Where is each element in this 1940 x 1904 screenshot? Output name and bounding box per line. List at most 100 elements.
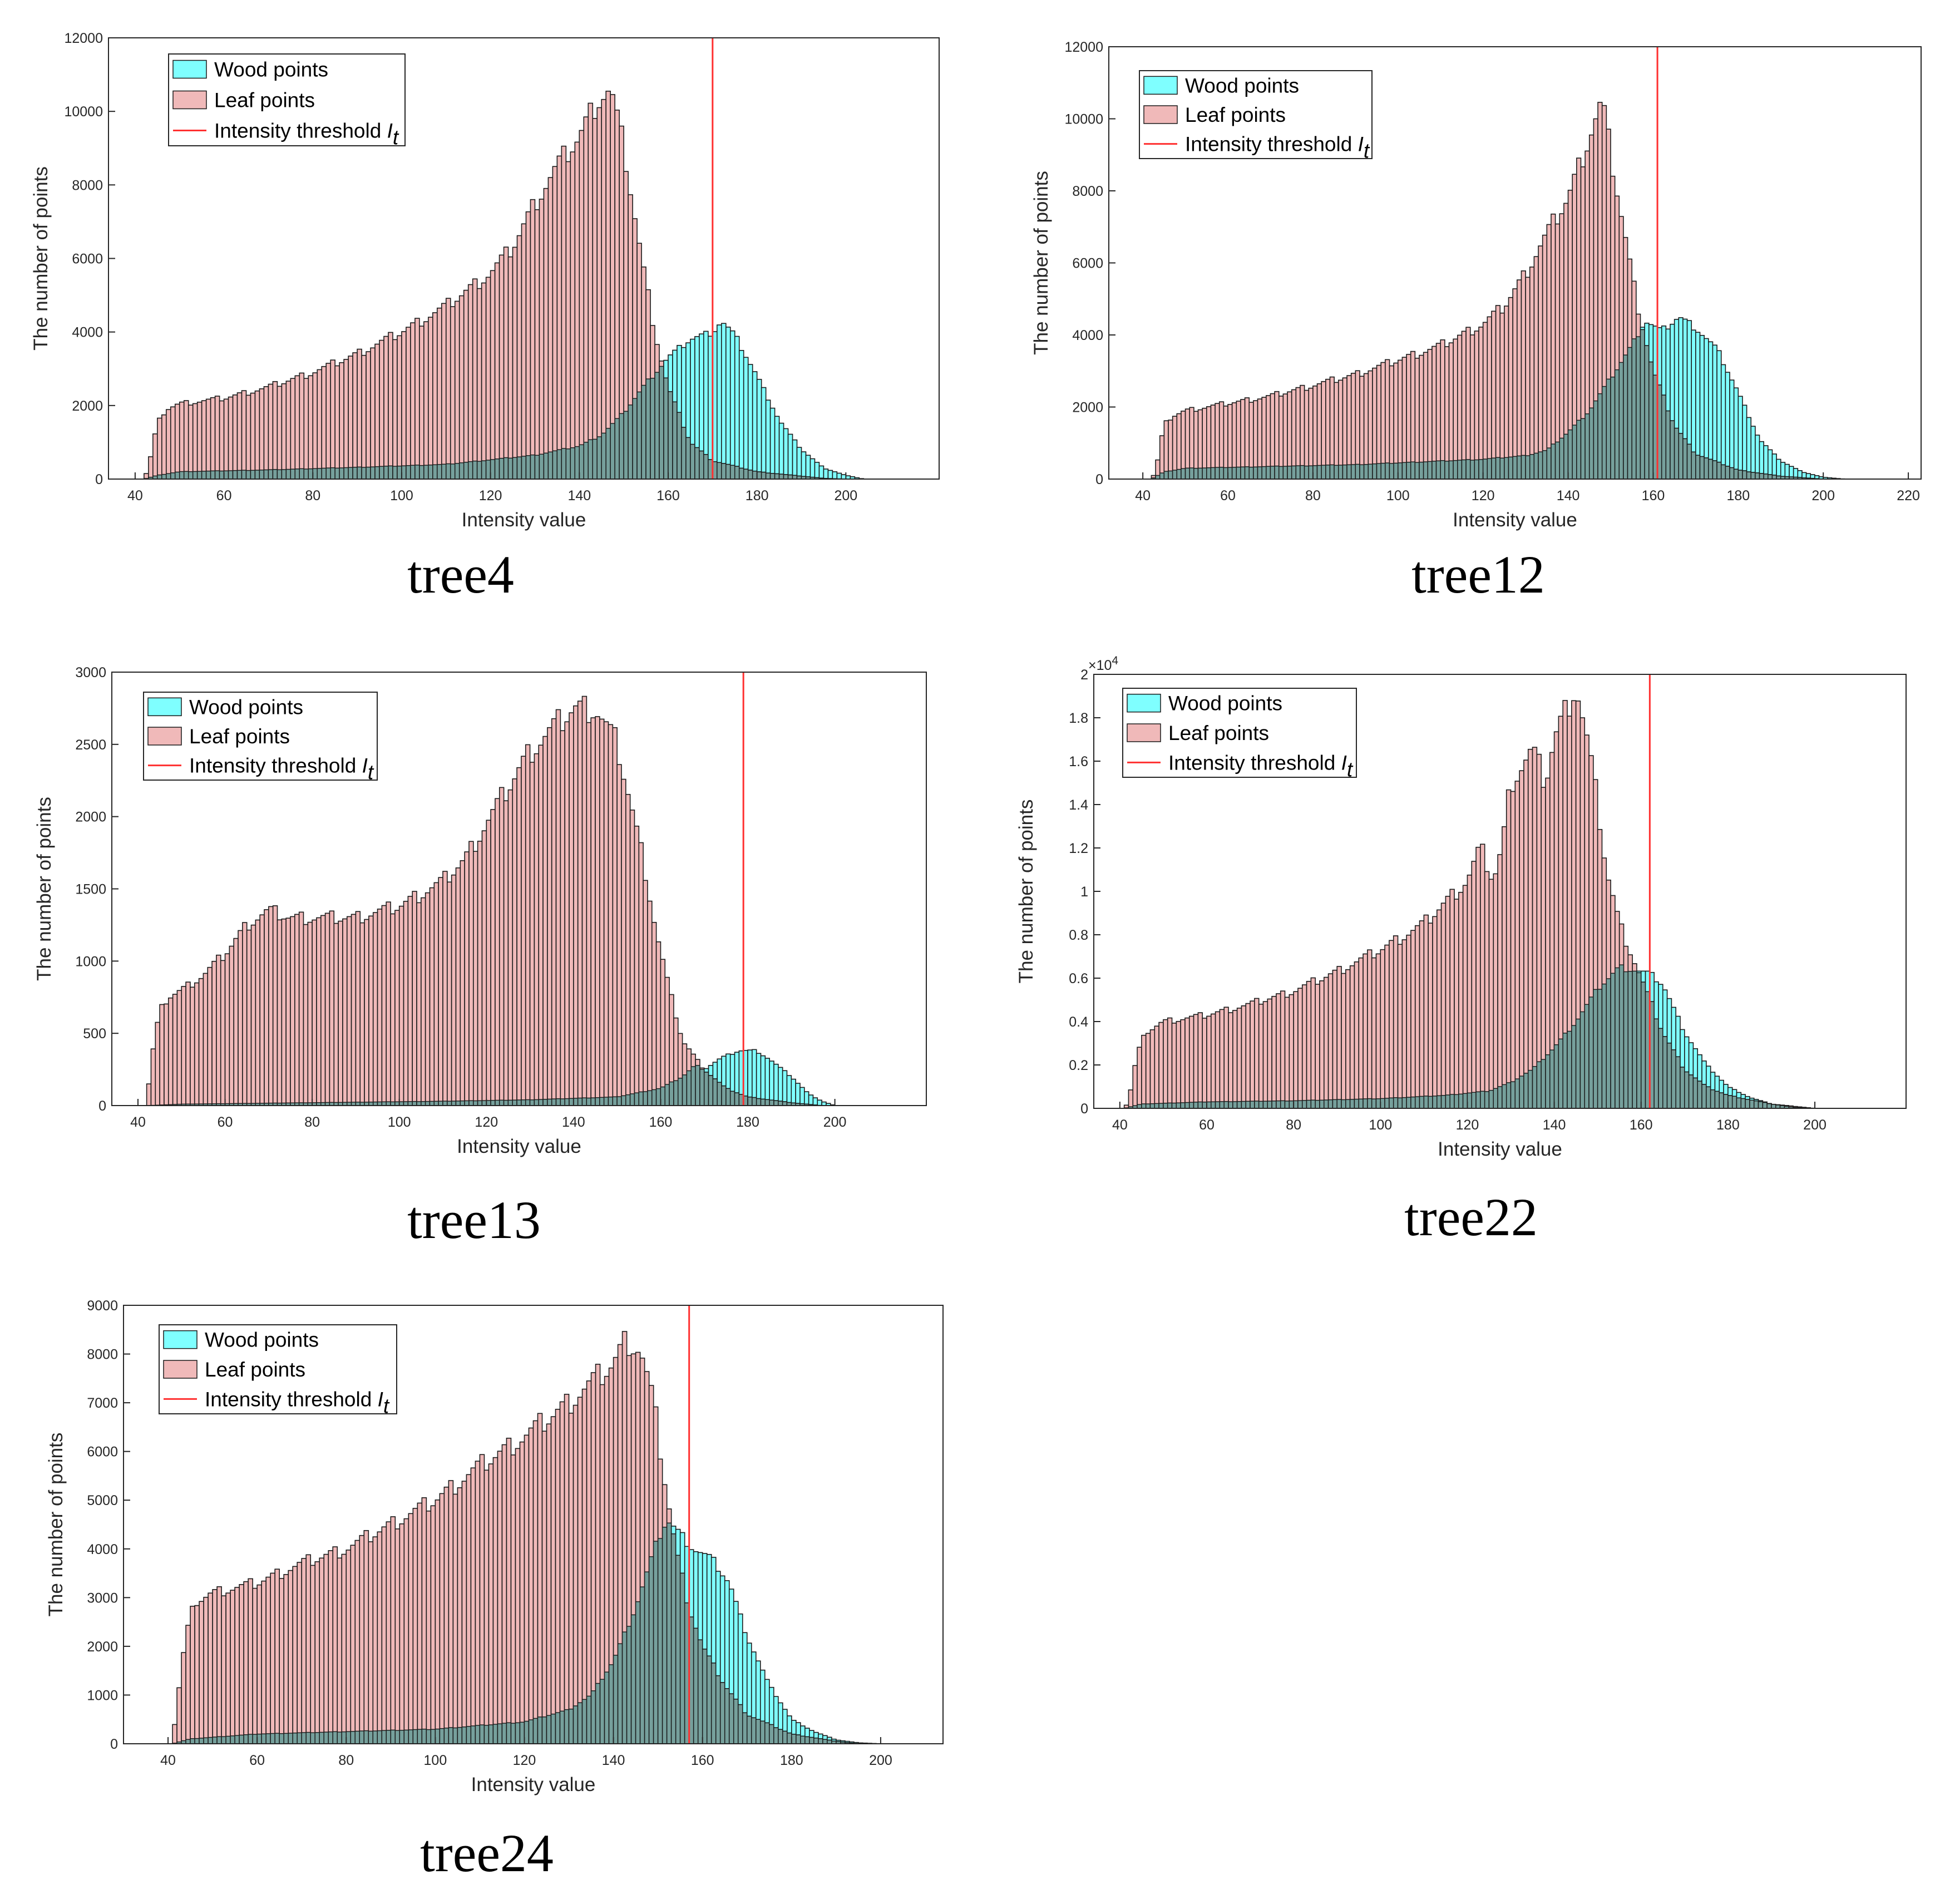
- wood-bar-overlap: [1606, 378, 1611, 480]
- leaf-bar: [148, 456, 154, 480]
- wood-bar-overlap: [1141, 1103, 1147, 1109]
- leaf-bar: [1393, 935, 1399, 1109]
- wood-bar-overlap: [503, 457, 509, 480]
- wood-bar-overlap: [1495, 457, 1500, 480]
- wood-bar-overlap: [481, 460, 487, 480]
- wood-bar-overlap: [1631, 338, 1637, 480]
- wood-bar-overlap: [337, 1732, 342, 1744]
- legend-leaf-label: Leaf points: [214, 89, 315, 112]
- legend-leaf-label: Leaf points: [1185, 103, 1286, 126]
- wood-bar-overlap: [243, 1734, 249, 1744]
- wood-bar-overlap: [1181, 468, 1186, 480]
- leaf-bar: [167, 997, 174, 1106]
- leaf-bar: [386, 901, 391, 1106]
- leaf-bar: [1376, 364, 1382, 480]
- wood-bar-overlap: [765, 472, 771, 480]
- wood-bar: [1810, 474, 1815, 479]
- wood-bar-overlap: [1319, 1099, 1325, 1109]
- wood-bar: [663, 359, 669, 379]
- wood-bar-overlap: [1710, 1089, 1716, 1109]
- wood-bar: [778, 422, 784, 475]
- wood-bar-overlap: [796, 1734, 801, 1744]
- wood-bar-overlap: [1602, 386, 1607, 480]
- leaf-bar: [574, 141, 580, 480]
- wood-bar-overlap: [1236, 1101, 1242, 1109]
- wood-bar-overlap: [483, 1725, 490, 1744]
- y-tick-label: 6000: [1072, 256, 1103, 272]
- wood-bar-overlap: [524, 1720, 530, 1744]
- wood-bar-overlap: [1325, 465, 1331, 480]
- wood-bar-overlap: [1508, 456, 1513, 480]
- wood-bar-overlap: [695, 1065, 700, 1106]
- leaf-bar: [455, 867, 461, 1106]
- y-tick-label: 12000: [64, 31, 103, 46]
- y-axis-label: The number of points: [45, 1433, 67, 1617]
- wood-bar-overlap: [543, 452, 549, 480]
- leaf-bar: [651, 921, 657, 1106]
- leaf-bar: [1487, 316, 1492, 480]
- wood-bar-overlap: [1145, 1103, 1151, 1109]
- wood-bar-overlap: [317, 468, 322, 480]
- wood-bar-overlap: [1536, 1061, 1542, 1109]
- wood-bar: [703, 1068, 709, 1073]
- leaf-bar: [506, 1437, 512, 1744]
- wood-bar-overlap: [729, 1693, 734, 1744]
- wood-bar: [782, 1070, 788, 1102]
- wood-bar: [782, 1709, 788, 1732]
- wood-bar-overlap: [421, 1101, 426, 1106]
- wood-bar-overlap: [392, 466, 398, 480]
- wood-bar-overlap: [416, 1101, 422, 1106]
- wood-bar-overlap: [303, 468, 309, 480]
- leaf-bar: [1223, 1007, 1229, 1109]
- leaf-bar: [586, 1380, 592, 1744]
- wood-bar-overlap: [1521, 455, 1526, 480]
- wood-bar-overlap: [1517, 455, 1522, 480]
- wood-bar: [1662, 989, 1668, 1037]
- wood-bar-overlap: [634, 1092, 639, 1106]
- wood-bar-overlap: [730, 1091, 735, 1106]
- wood-bar-overlap: [769, 1724, 774, 1744]
- wood-bar-overlap: [672, 401, 678, 480]
- leaf-bar: [498, 787, 505, 1106]
- wood-bar-overlap: [377, 1730, 383, 1744]
- y-tick-label: 8000: [87, 1347, 118, 1363]
- wood-bar-overlap: [241, 470, 247, 480]
- wood-bar-overlap: [783, 474, 789, 480]
- wood-bar-overlap: [1478, 459, 1484, 480]
- wood-bar: [1699, 334, 1705, 457]
- leaf-bar: [643, 880, 648, 1106]
- wood-bar-overlap: [1510, 1081, 1516, 1109]
- wood-bar-overlap: [669, 1081, 674, 1106]
- wood-bar-overlap: [423, 465, 429, 480]
- wood-bar-overlap: [381, 1101, 387, 1106]
- leaf-bar: [1461, 331, 1467, 480]
- leaf-bar: [170, 406, 176, 480]
- wood-bar: [706, 1553, 712, 1657]
- leaf-bar: [1397, 359, 1403, 480]
- wood-bar-overlap: [657, 1538, 663, 1744]
- wood-bar-overlap: [357, 466, 362, 480]
- wood-bar-overlap: [460, 1100, 465, 1106]
- wood-bar-overlap: [221, 1736, 226, 1744]
- wood-bar-overlap: [550, 1713, 556, 1744]
- leaf-bar: [476, 288, 482, 480]
- wood-bar-overlap: [234, 1735, 240, 1744]
- wood-bar-overlap: [1354, 1098, 1359, 1109]
- x-tick-label: 140: [602, 1753, 625, 1768]
- leaf-bar: [252, 1587, 258, 1744]
- wood-bar-overlap: [263, 469, 269, 480]
- wood-bar-overlap: [468, 461, 473, 480]
- wood-bar-overlap: [565, 448, 571, 480]
- leaf-bar: [590, 717, 596, 1106]
- wood-bar: [1640, 970, 1646, 983]
- wood-bar-overlap: [614, 418, 620, 480]
- leaf-bar: [1521, 270, 1526, 480]
- wood-bar-overlap: [495, 1099, 500, 1106]
- wood-bar: [1723, 1084, 1729, 1095]
- leaf-bar: [634, 825, 640, 1106]
- wood-bar-overlap: [507, 457, 514, 480]
- wood-bar-overlap: [308, 468, 313, 480]
- leaf-bar: [1401, 939, 1407, 1109]
- wood-bar-overlap: [455, 463, 460, 480]
- leaf-bar: [1280, 990, 1286, 1109]
